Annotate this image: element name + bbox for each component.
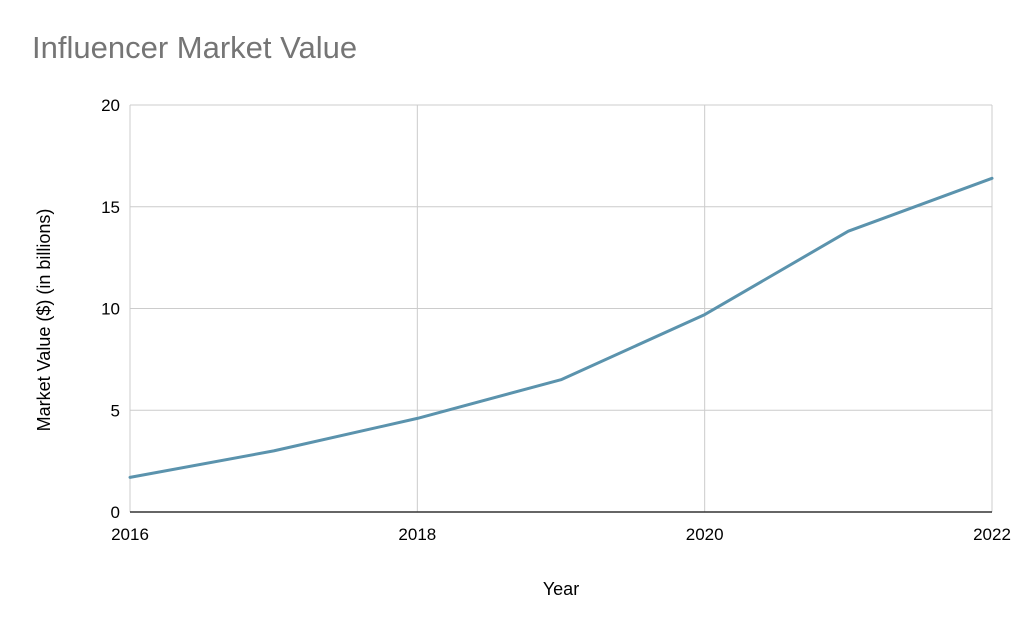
grid-layer <box>129 104 993 512</box>
x-tick-label: 2016 <box>111 525 149 544</box>
label-layer: 0 5 10 15 20 2016 2018 2020 2022 <box>101 96 1011 544</box>
y-tick-label: 15 <box>101 198 120 217</box>
series-line <box>128 176 994 479</box>
x-axis-title: Year <box>543 579 579 599</box>
y-tick-label: 0 <box>111 503 120 522</box>
y-axis-title: Market Value ($) (in billions) <box>34 209 54 432</box>
x-tick-label: 2020 <box>686 525 724 544</box>
chart-title: Influencer Market Value <box>32 30 358 65</box>
series-layer <box>128 176 994 479</box>
y-tick-label: 5 <box>111 401 120 420</box>
y-tick-label: 10 <box>101 300 120 319</box>
y-tick-label: 20 <box>101 96 120 115</box>
x-tick-label: 2018 <box>398 525 436 544</box>
x-tick-label: 2022 <box>973 525 1011 544</box>
